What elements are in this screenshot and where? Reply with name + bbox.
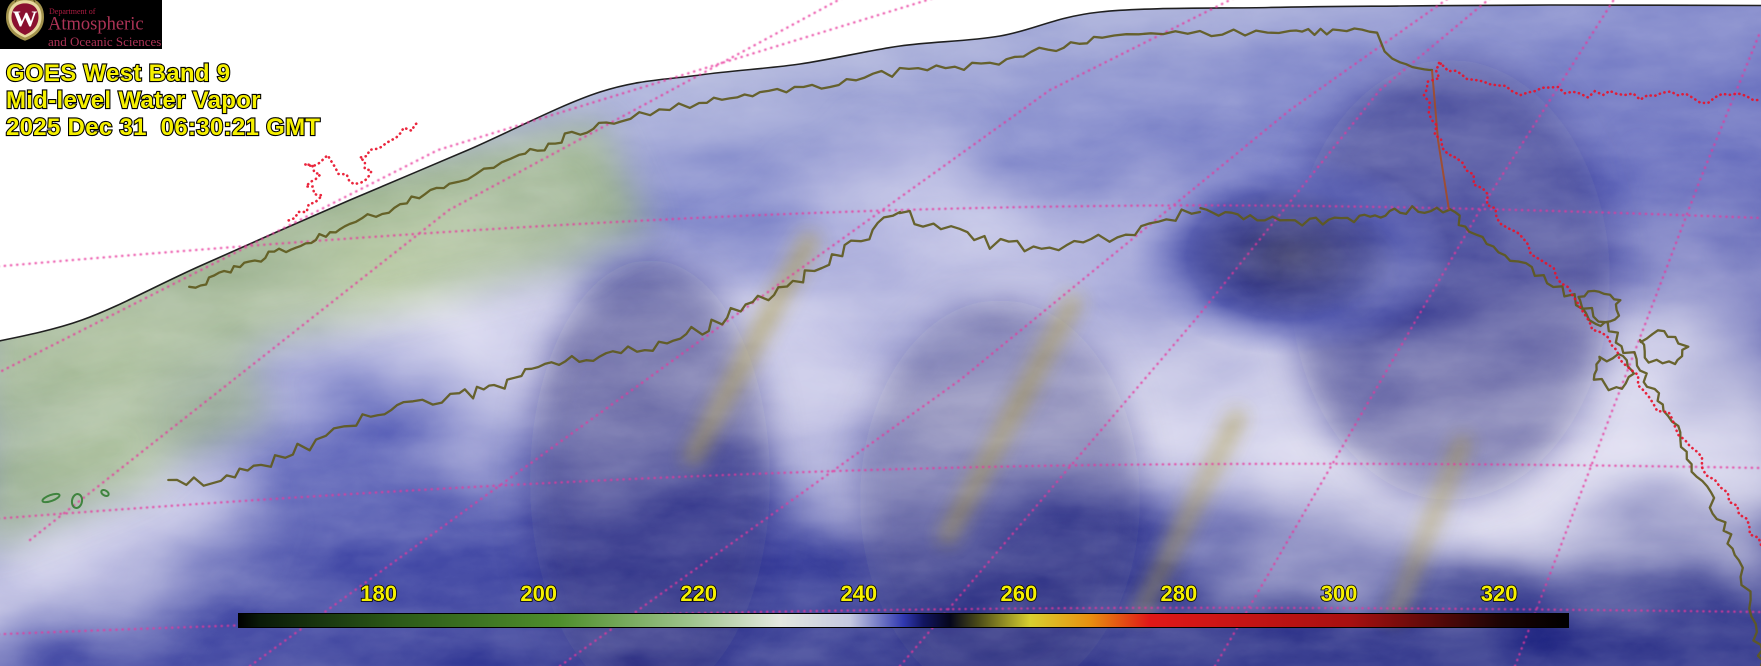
- svg-text:Atmospheric: Atmospheric: [48, 15, 144, 35]
- svg-text:W: W: [13, 7, 38, 31]
- svg-text:and Oceanic Sciences: and Oceanic Sciences: [48, 34, 161, 49]
